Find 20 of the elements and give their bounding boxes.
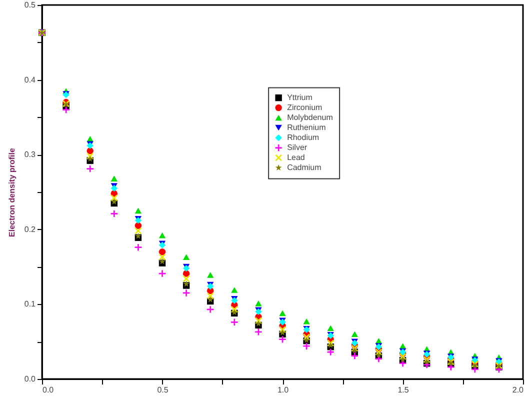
- y-tick-label: 0.3: [24, 150, 36, 160]
- legend-label: Lead: [287, 152, 305, 162]
- y-tick-label: 0.5: [24, 0, 36, 10]
- x-tick-label: 0.5: [157, 386, 169, 394]
- x-tick-label: 1.5: [398, 386, 410, 394]
- legend-label: Yttrium: [287, 92, 313, 102]
- x-tick-label: 2.0: [512, 386, 524, 394]
- legend-label: Zirconium: [287, 102, 323, 112]
- y-tick-label: 0.4: [24, 75, 36, 84]
- y-tick-label: 0.0: [24, 374, 36, 384]
- legend-label: Silver: [287, 142, 308, 152]
- legend-label: Rhodium: [287, 132, 320, 142]
- y-tick-label: 0.1: [24, 300, 36, 309]
- x-tick-label: 1.0: [277, 386, 290, 394]
- y-axis-title: Electron density profile: [7, 147, 16, 237]
- y-tick-label: 0.2: [24, 224, 36, 234]
- x-tick-label: 0.0: [42, 386, 54, 394]
- legend-label: Molybdenum: [287, 112, 334, 122]
- legend-label: Cadmium: [287, 162, 322, 172]
- legend-label: Ruthenium: [287, 122, 326, 132]
